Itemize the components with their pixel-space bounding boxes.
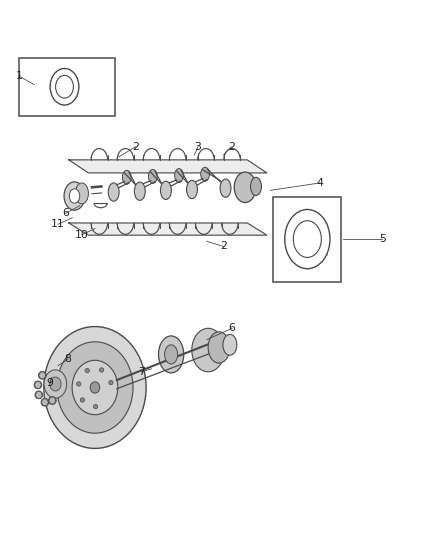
Text: 5: 5 xyxy=(379,234,385,244)
Bar xyxy=(273,197,341,282)
Ellipse shape xyxy=(90,382,100,393)
Text: 6: 6 xyxy=(62,208,69,219)
Text: 2: 2 xyxy=(220,241,227,252)
Ellipse shape xyxy=(44,370,67,398)
Ellipse shape xyxy=(160,181,171,199)
Text: 11: 11 xyxy=(51,219,65,229)
Ellipse shape xyxy=(148,169,157,183)
Ellipse shape xyxy=(99,368,104,372)
Ellipse shape xyxy=(187,180,198,199)
Ellipse shape xyxy=(175,168,184,182)
Ellipse shape xyxy=(201,167,209,181)
Text: 2: 2 xyxy=(228,142,235,152)
Ellipse shape xyxy=(134,182,145,200)
Ellipse shape xyxy=(251,177,261,196)
Text: 9: 9 xyxy=(47,378,53,388)
Polygon shape xyxy=(69,160,267,173)
Ellipse shape xyxy=(80,398,85,402)
Text: 3: 3 xyxy=(194,142,201,152)
Ellipse shape xyxy=(75,185,85,201)
Ellipse shape xyxy=(77,382,81,386)
Ellipse shape xyxy=(57,342,133,433)
Ellipse shape xyxy=(93,405,98,409)
Polygon shape xyxy=(69,223,267,235)
Ellipse shape xyxy=(35,391,43,399)
Text: 7: 7 xyxy=(138,367,145,377)
Text: 2: 2 xyxy=(132,142,139,152)
Ellipse shape xyxy=(293,221,321,257)
Ellipse shape xyxy=(220,179,231,197)
Ellipse shape xyxy=(64,182,85,210)
Ellipse shape xyxy=(75,183,88,204)
Ellipse shape xyxy=(192,328,224,372)
Text: 1: 1 xyxy=(15,71,22,81)
Ellipse shape xyxy=(56,76,74,98)
Ellipse shape xyxy=(49,377,61,391)
Text: 4: 4 xyxy=(317,178,323,188)
Ellipse shape xyxy=(50,68,79,105)
Ellipse shape xyxy=(159,336,184,373)
Ellipse shape xyxy=(48,397,56,405)
Ellipse shape xyxy=(34,381,42,389)
Ellipse shape xyxy=(85,368,89,373)
Ellipse shape xyxy=(122,171,131,184)
Ellipse shape xyxy=(69,189,80,203)
Text: 8: 8 xyxy=(64,354,71,364)
Ellipse shape xyxy=(108,183,119,201)
Bar xyxy=(19,58,115,116)
Ellipse shape xyxy=(223,334,237,356)
Text: 10: 10 xyxy=(75,230,89,240)
Ellipse shape xyxy=(234,172,256,203)
Ellipse shape xyxy=(72,360,118,415)
Text: 6: 6 xyxy=(229,324,236,333)
Ellipse shape xyxy=(44,327,146,448)
Ellipse shape xyxy=(109,381,113,385)
Ellipse shape xyxy=(285,209,330,269)
Ellipse shape xyxy=(39,372,46,379)
Ellipse shape xyxy=(165,345,178,364)
Ellipse shape xyxy=(208,332,230,363)
Ellipse shape xyxy=(41,398,49,406)
Ellipse shape xyxy=(74,187,81,198)
